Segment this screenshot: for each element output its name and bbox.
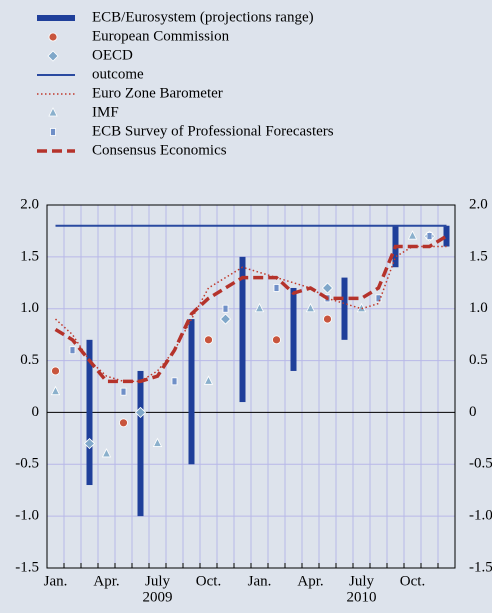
range-bar: [443, 225, 450, 247]
x-tick-label: Jan.: [44, 573, 68, 589]
range-bar: [290, 287, 297, 371]
x-tick-label: Apr.: [297, 573, 323, 589]
legend-swatch: [50, 128, 56, 136]
marker-circle: [323, 314, 332, 324]
marker-diamond: [134, 406, 147, 418]
y-tick-label: -0.5: [15, 456, 39, 472]
y-tick-label: -1.0: [15, 508, 39, 524]
y2-tick-label: 0: [469, 404, 477, 420]
marker-triangle: [407, 230, 418, 240]
range-bar: [341, 277, 348, 340]
x-tick-label: July: [349, 573, 375, 589]
legend-swatch: [47, 50, 59, 62]
marker-square: [120, 387, 127, 396]
range-bar: [137, 370, 144, 517]
range-bar: [86, 339, 93, 486]
y-tick-label: 1.0: [20, 300, 39, 316]
marker-square: [171, 377, 178, 386]
legend-label: outcome: [92, 66, 144, 82]
marker-triangle: [101, 448, 112, 458]
marker-square: [426, 232, 433, 241]
y-tick-label: 2.0: [20, 196, 39, 212]
marker-triangle: [203, 375, 214, 385]
year-label: 2010: [347, 589, 377, 605]
y2-tick-label: -1.5: [469, 559, 492, 575]
marker-triangle: [50, 385, 61, 396]
range-bar: [239, 256, 246, 403]
marker-triangle: [305, 302, 316, 313]
y2-tick-label: -0.5: [469, 456, 492, 472]
legend-label: ECB/Eurosystem (projections range): [92, 9, 314, 25]
y2-tick-label: -1.0: [469, 508, 492, 524]
y2-tick-label: 1.5: [469, 248, 488, 264]
legend-swatch: [37, 15, 75, 21]
marker-triangle: [254, 302, 265, 313]
marker-circle: [272, 335, 281, 345]
x-tick-label: July: [145, 573, 171, 589]
y2-tick-label: 1.0: [469, 300, 488, 316]
legend-swatch: [48, 32, 58, 42]
legend-label: ECB Survey of Professional Forecasters: [92, 123, 334, 139]
y-tick-label: -1.5: [15, 559, 39, 575]
range-bar: [188, 319, 195, 465]
legend-swatch: [48, 107, 58, 117]
marker-square: [375, 294, 382, 303]
marker-diamond: [83, 437, 96, 450]
marker-diamond: [321, 282, 334, 294]
marker-triangle: [152, 437, 163, 447]
marker-square: [69, 346, 76, 355]
y-tick-label: 0: [32, 404, 40, 420]
legend-label: IMF: [92, 104, 119, 120]
y-tick-label: 0.5: [20, 352, 39, 368]
legend-label: Euro Zone Barometer: [92, 85, 223, 101]
marker-circle: [204, 335, 213, 345]
marker-circle: [51, 366, 60, 376]
x-tick-label: Oct.: [196, 573, 221, 589]
legend-label: Consensus Economics: [92, 142, 227, 158]
marker-square: [222, 304, 229, 313]
legend-label: European Commission: [92, 28, 230, 44]
marker-circle: [119, 418, 128, 428]
marker-triangle: [356, 302, 367, 313]
y-tick-label: 1.5: [20, 248, 39, 264]
x-tick-label: Jan.: [248, 573, 272, 589]
marker-square: [273, 284, 280, 292]
year-label: 2009: [143, 589, 173, 605]
y2-tick-label: 2.0: [469, 196, 488, 212]
marker-diamond: [219, 313, 232, 325]
legend-label: OECD: [92, 47, 133, 63]
x-tick-label: Oct.: [400, 573, 425, 589]
x-tick-label: Apr.: [93, 573, 119, 589]
y2-tick-label: 0.5: [469, 352, 488, 368]
